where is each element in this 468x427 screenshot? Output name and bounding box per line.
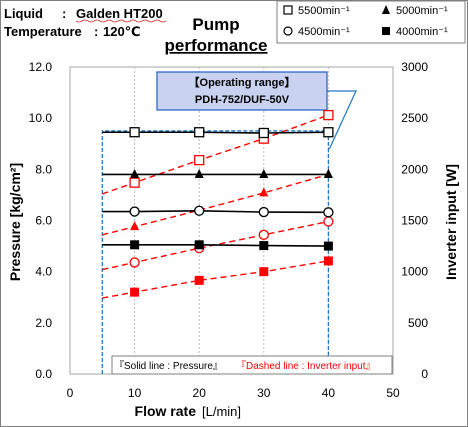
legend-label-5000: 5000min⁻¹ <box>396 5 448 17</box>
operating-range-title: 【Operating range】 <box>189 76 296 89</box>
left-y-tick-label: 0.0 <box>35 367 52 381</box>
operating-range: 【Operating range】 PDH-752/DUF-50V <box>101 71 357 374</box>
x-axis-unit: [L/min] <box>202 404 241 419</box>
marker-filled-triangle <box>259 168 269 178</box>
left-y-tick-label: 4.0 <box>35 265 52 279</box>
liquid-info: Liquid : Galden HT200 Temperature : 120℃ <box>4 6 167 39</box>
marker-open-circle <box>129 206 140 217</box>
chart-title-line1: Pump <box>192 15 239 34</box>
marker-open-square <box>323 109 334 121</box>
right-y-tick-label: 500 <box>408 316 428 330</box>
marker-open-square <box>129 177 140 188</box>
right-y-tick-label: 1000 <box>401 265 428 279</box>
legend-label-4500: 4500min⁻¹ <box>298 26 350 38</box>
marker-filled-triangle <box>130 168 140 178</box>
legend: 5500min⁻¹ 5000min⁻¹ 4500min⁻¹ 4000min⁻¹ <box>276 0 466 44</box>
legend-box <box>276 0 466 44</box>
marker-filled-triangle <box>130 221 140 231</box>
liquid-value: Galden HT200 <box>76 6 163 21</box>
spellcheck-underline <box>75 19 167 23</box>
marker-open-square <box>194 127 205 138</box>
marker-open-square <box>194 154 205 166</box>
chart-title-line2: performance <box>165 36 268 55</box>
left-axis-ticks: 0.0 2.0 4.0 6.0 8.0 10.0 12.0 <box>29 60 53 381</box>
marker-filled-square <box>323 256 333 266</box>
legend-label-5500: 5500min⁻¹ <box>298 5 350 17</box>
marker-open-circle <box>194 205 205 216</box>
operating-range-outline <box>101 130 330 374</box>
marker-filled-square <box>194 240 204 250</box>
inverter-input-line <box>102 220 329 271</box>
line-style-note: 『Solid line : Pressure』 『Dashed line : I… <box>111 355 393 375</box>
x-tick-label: 0 <box>67 386 74 400</box>
dashed-line-note: 『Dashed line : Inverter input』 <box>236 360 376 372</box>
right-y-tick-label: 2000 <box>401 162 428 176</box>
legend-marker-filled-triangle <box>382 5 390 14</box>
inverter-input-line <box>102 173 329 236</box>
right-axis-label: Inverter input [W] <box>443 164 459 280</box>
x-axis-title: Flow rate [L/min] <box>135 403 241 419</box>
x-tick-label: 50 <box>386 386 400 400</box>
marker-open-square <box>129 127 140 138</box>
legend-marker-filled-square <box>382 27 390 35</box>
temperature-label: Temperature <box>4 24 82 39</box>
x-tick-label: 20 <box>193 386 207 400</box>
data-markers <box>129 109 334 297</box>
legend-marker-open-square <box>283 5 293 15</box>
legend-label-4000: 4000min⁻¹ <box>396 26 448 38</box>
right-y-tick-label: 3000 <box>401 60 428 74</box>
marker-open-circle <box>258 206 269 218</box>
left-y-tick-label: 10.0 <box>29 111 53 125</box>
temperature-value: 120℃ <box>103 24 140 39</box>
x-tick-label: 40 <box>322 386 336 400</box>
marker-open-circle <box>129 257 140 268</box>
right-y-tick-label: 0 <box>421 367 428 381</box>
marker-filled-square <box>130 240 140 250</box>
marker-filled-square <box>130 287 140 297</box>
marker-filled-triangle <box>194 168 204 178</box>
legend-marker-open-circle <box>283 26 293 36</box>
svg-text::: : <box>94 24 98 39</box>
marker-open-square <box>323 127 334 138</box>
x-axis-label: Flow rate <box>135 403 197 419</box>
marker-open-circle <box>258 229 269 240</box>
svg-text::: : <box>62 6 66 21</box>
right-y-tick-label: 2500 <box>401 111 428 125</box>
marker-filled-square <box>259 267 269 277</box>
line-style-note-box <box>111 355 393 375</box>
marker-filled-square <box>323 241 333 251</box>
marker-filled-square <box>259 241 269 251</box>
x-axis-ticks: 0 10 20 30 40 50 <box>67 386 400 400</box>
right-y-tick-label: 1500 <box>401 214 428 228</box>
x-tick-label: 10 <box>128 386 142 400</box>
x-tick-label: 30 <box>257 386 271 400</box>
liquid-label: Liquid <box>4 6 43 21</box>
left-y-tick-label: 6.0 <box>35 214 52 228</box>
right-axis-ticks: 0 500 1000 1500 2000 2500 3000 <box>401 60 428 381</box>
operating-range-leader <box>327 90 357 150</box>
marker-open-circle <box>323 207 334 218</box>
operating-range-model: PDH-752/DUF-50V <box>195 94 290 106</box>
marker-open-circle <box>323 216 334 227</box>
marker-open-square <box>258 127 269 139</box>
inverter-input-line <box>102 260 329 299</box>
marker-filled-triangle <box>323 168 333 178</box>
left-y-tick-label: 2.0 <box>35 316 52 330</box>
solid-line-note: 『Solid line : Pressure』 <box>114 360 223 372</box>
left-y-tick-label: 8.0 <box>35 162 52 176</box>
operating-range-box <box>156 71 328 111</box>
marker-filled-square <box>194 275 204 285</box>
left-y-tick-label: 12.0 <box>29 60 53 74</box>
marker-filled-triangle <box>259 187 269 197</box>
left-axis-label: Pressure [kg/cm²] <box>7 163 23 281</box>
